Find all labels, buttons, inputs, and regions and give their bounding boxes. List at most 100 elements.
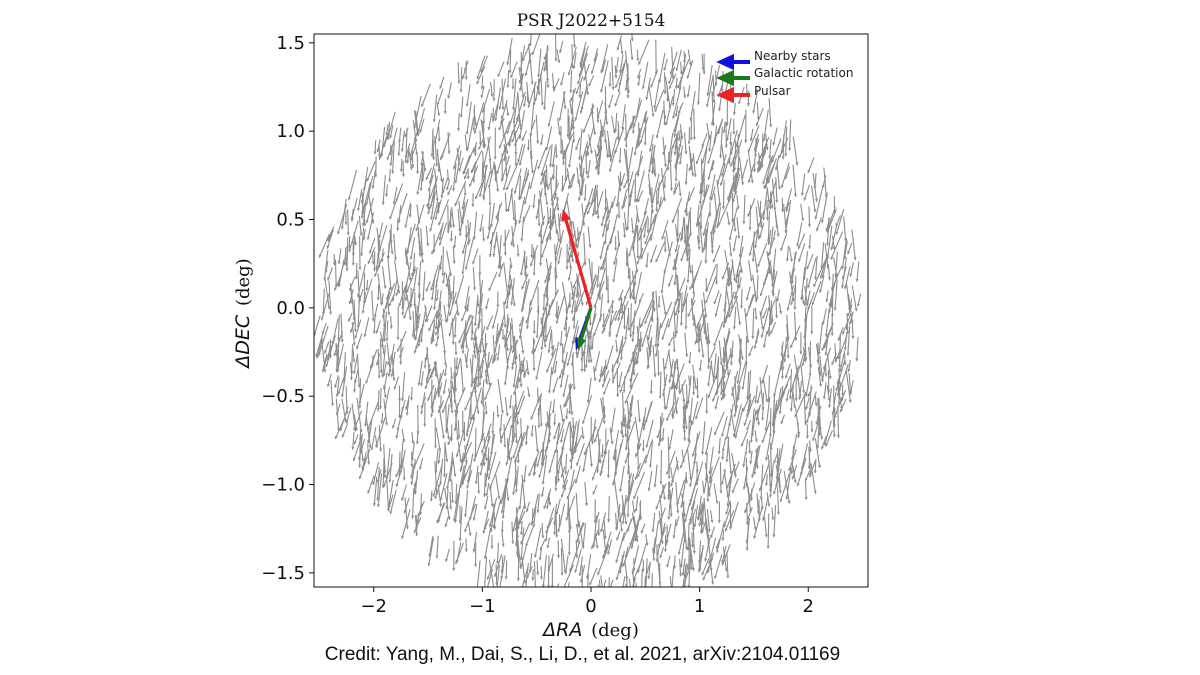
field-star-vector (504, 397, 509, 417)
field-star-arrowhead (775, 199, 779, 203)
field-star-arrowhead (535, 449, 539, 453)
field-star-vector (512, 507, 519, 532)
field-star-arrowhead (693, 524, 697, 528)
field-star-vector (803, 394, 807, 426)
field-star-vector (531, 34, 541, 56)
field-star-vector (712, 381, 721, 402)
field-star-arrowhead (474, 563, 478, 567)
field-star-vector (705, 453, 708, 482)
field-star-vector (771, 178, 776, 211)
field-star-arrowhead (468, 532, 472, 536)
field-star-arrowhead (773, 207, 777, 211)
field-star-vector (773, 468, 782, 495)
field-star-vector (730, 148, 738, 167)
field-star-arrowhead (686, 279, 690, 283)
field-star-arrowhead (512, 303, 516, 307)
field-star-arrowhead (482, 350, 486, 354)
field-star-arrowhead (454, 352, 458, 356)
field-star-arrowhead (598, 379, 602, 383)
field-star-arrowhead (527, 100, 531, 104)
field-star-arrowhead (464, 76, 468, 80)
field-star-vector (562, 469, 570, 489)
field-star-arrowhead (684, 519, 688, 523)
field-star-arrowhead (429, 498, 433, 502)
field-star-vector (489, 219, 500, 245)
field-star-arrowhead (554, 58, 558, 62)
field-star-arrowhead (650, 319, 654, 323)
field-star-arrowhead (518, 162, 522, 166)
field-star-vector (405, 280, 408, 302)
field-star-vector (671, 197, 683, 224)
field-star-vector (683, 564, 689, 587)
field-star-arrowhead (804, 394, 808, 398)
field-star-arrowhead (615, 577, 619, 581)
field-star-arrowhead (478, 146, 482, 150)
field-star-vector (616, 176, 622, 208)
field-star-vector (652, 345, 656, 378)
field-star-arrowhead (616, 136, 620, 140)
field-star-vector (554, 34, 557, 62)
field-star-arrowhead (596, 119, 600, 123)
field-star-arrowhead (449, 238, 453, 242)
field-star-vector (548, 367, 553, 394)
field-star-vector (652, 195, 666, 224)
field-star-vector (499, 413, 503, 432)
field-star-arrowhead (572, 126, 576, 130)
field-star-vector (460, 96, 464, 118)
field-star-arrowhead (602, 555, 606, 559)
field-star-arrowhead (434, 445, 437, 449)
field-star-arrowhead (425, 176, 429, 180)
field-star-arrowhead (679, 238, 683, 242)
field-star-vector (393, 233, 397, 261)
field-star-arrowhead (457, 435, 461, 439)
field-star-arrowhead (719, 155, 723, 159)
field-star-arrowhead (591, 441, 595, 445)
field-star-vector (432, 130, 435, 161)
field-star-arrowhead (763, 185, 767, 189)
field-star-arrowhead (323, 277, 327, 281)
field-star-vector (847, 325, 851, 356)
field-star-vector (601, 311, 612, 334)
field-star-arrowhead (391, 170, 395, 174)
field-star-vector (460, 358, 464, 393)
field-star-vector (755, 107, 764, 127)
field-star-vector (547, 555, 550, 587)
field-star-arrowhead (584, 365, 588, 369)
field-star-arrowhead (532, 205, 536, 209)
field-star-arrowhead (733, 228, 737, 232)
field-star-arrowhead (400, 148, 404, 152)
field-star-arrowhead (655, 259, 659, 263)
field-star-arrowhead (679, 71, 683, 75)
field-star-vector (367, 475, 375, 494)
field-star-vector (545, 164, 548, 188)
field-star-arrowhead (430, 154, 434, 157)
field-star-vector (472, 267, 476, 291)
field-star-arrowhead (702, 577, 706, 581)
field-star-arrowhead (516, 460, 520, 464)
field-star-vector (566, 197, 572, 227)
field-star-arrowhead (536, 509, 540, 513)
field-star-arrowhead (568, 411, 572, 415)
field-star-arrowhead (372, 331, 376, 334)
field-star-vector (726, 551, 729, 579)
field-star-vector (503, 262, 509, 297)
field-star-vector (562, 133, 574, 160)
field-star-arrowhead (693, 174, 697, 177)
field-star-arrowhead (437, 394, 441, 398)
field-star-arrowhead (710, 250, 714, 254)
field-star-arrowhead (762, 217, 766, 221)
field-star-arrowhead (712, 380, 716, 383)
field-star-arrowhead (435, 163, 439, 167)
field-star-arrowhead (574, 569, 578, 573)
field-star-arrowhead (717, 520, 721, 524)
field-star-arrowhead (807, 224, 811, 228)
field-star-vector (489, 497, 498, 528)
field-star-arrowhead (679, 322, 683, 326)
field-star-arrowhead (344, 222, 348, 225)
field-star-vector (760, 306, 770, 338)
field-star-vector (645, 77, 651, 101)
field-star-vector (684, 332, 688, 358)
field-star-vector (371, 290, 374, 322)
field-star-vector (708, 446, 714, 475)
field-star-arrowhead (704, 289, 708, 292)
